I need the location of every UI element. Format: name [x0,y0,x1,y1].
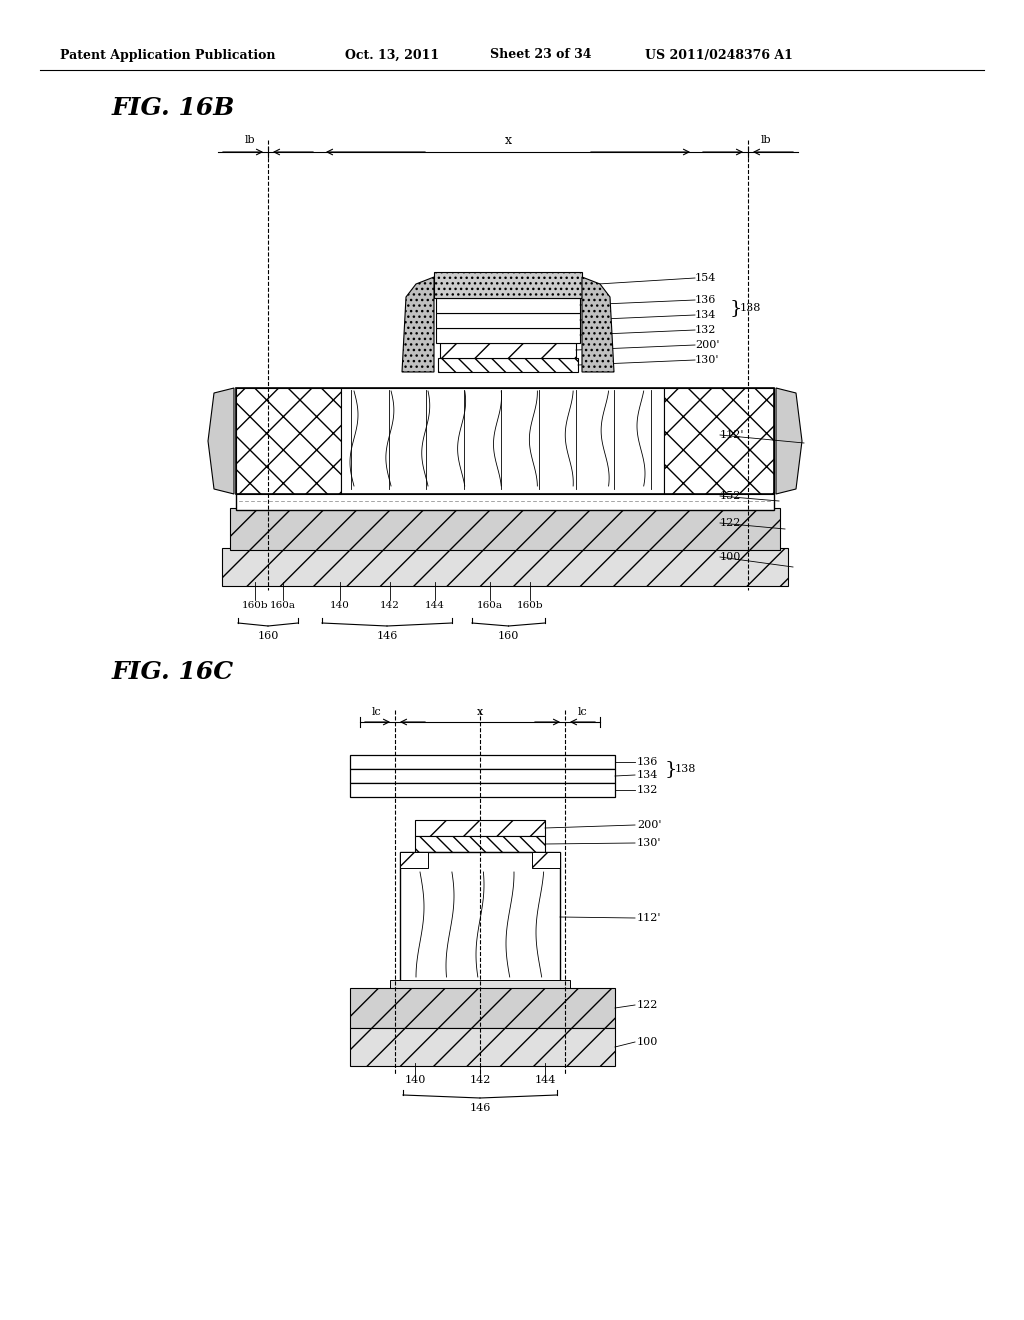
Text: 138: 138 [675,764,696,774]
Text: 136: 136 [637,756,658,767]
Bar [532,851,560,869]
Text: 154: 154 [695,273,717,282]
Text: 144: 144 [535,1074,556,1085]
Text: x: x [505,133,512,147]
Text: 132: 132 [637,785,658,795]
Text: 100: 100 [637,1038,658,1047]
Text: FIG. 16B: FIG. 16B [112,96,236,120]
Bar [415,820,545,836]
Text: Oct. 13, 2011: Oct. 13, 2011 [345,49,439,62]
Text: 142: 142 [469,1074,490,1085]
Text: 160: 160 [257,631,279,642]
Text: }: } [665,760,677,777]
Polygon shape [208,388,234,494]
Text: 122: 122 [637,1001,658,1010]
Text: lb: lb [245,135,255,145]
Text: x: x [477,708,483,717]
Bar [236,388,341,494]
Text: lc: lc [579,708,588,717]
Text: lc: lc [372,708,382,717]
Text: 160a: 160a [270,601,296,610]
Text: 200': 200' [637,820,662,830]
Text: 112': 112' [637,913,662,923]
Polygon shape [776,388,802,494]
Polygon shape [582,277,614,372]
Bar [341,388,664,494]
Text: 142: 142 [380,601,400,610]
Text: 200': 200' [695,341,720,350]
Bar [436,327,580,343]
Bar [350,755,615,770]
Text: 146: 146 [469,1104,490,1113]
Bar [390,979,570,987]
Text: }: } [730,300,742,317]
Text: 138: 138 [740,304,762,313]
Bar [222,548,788,586]
Text: 160b: 160b [242,601,268,610]
Text: 134: 134 [637,770,658,780]
Bar [236,492,774,510]
Bar [664,388,774,494]
Bar [400,851,560,982]
Bar [436,313,580,327]
Text: 152: 152 [720,491,741,502]
Bar [400,851,428,869]
Bar [230,508,780,550]
Text: 140: 140 [404,1074,426,1085]
Text: FIG. 16C: FIG. 16C [112,660,234,684]
Bar [436,298,580,313]
Bar [350,1028,615,1067]
Polygon shape [402,277,434,372]
Text: 130': 130' [695,355,720,366]
Bar [350,987,615,1028]
Text: 112': 112' [720,430,744,440]
Bar [438,358,578,372]
Text: 160: 160 [498,631,519,642]
Text: 130': 130' [637,838,662,847]
Text: 132: 132 [695,325,717,335]
Text: 134: 134 [695,310,717,319]
Text: 146: 146 [376,631,397,642]
Bar [434,272,582,298]
Bar [236,388,774,494]
Text: US 2011/0248376 A1: US 2011/0248376 A1 [645,49,793,62]
Text: 100: 100 [720,552,741,562]
Text: 160b: 160b [517,601,544,610]
Text: 144: 144 [425,601,445,610]
Bar [440,343,575,358]
Bar [415,836,545,851]
Bar [350,783,615,797]
Text: Sheet 23 of 34: Sheet 23 of 34 [490,49,592,62]
Text: 160a: 160a [477,601,503,610]
Text: lb: lb [761,135,771,145]
Text: Patent Application Publication: Patent Application Publication [60,49,275,62]
Text: 140: 140 [330,601,350,610]
Text: 122: 122 [720,517,741,528]
Bar [350,770,615,783]
Text: 136: 136 [695,294,717,305]
